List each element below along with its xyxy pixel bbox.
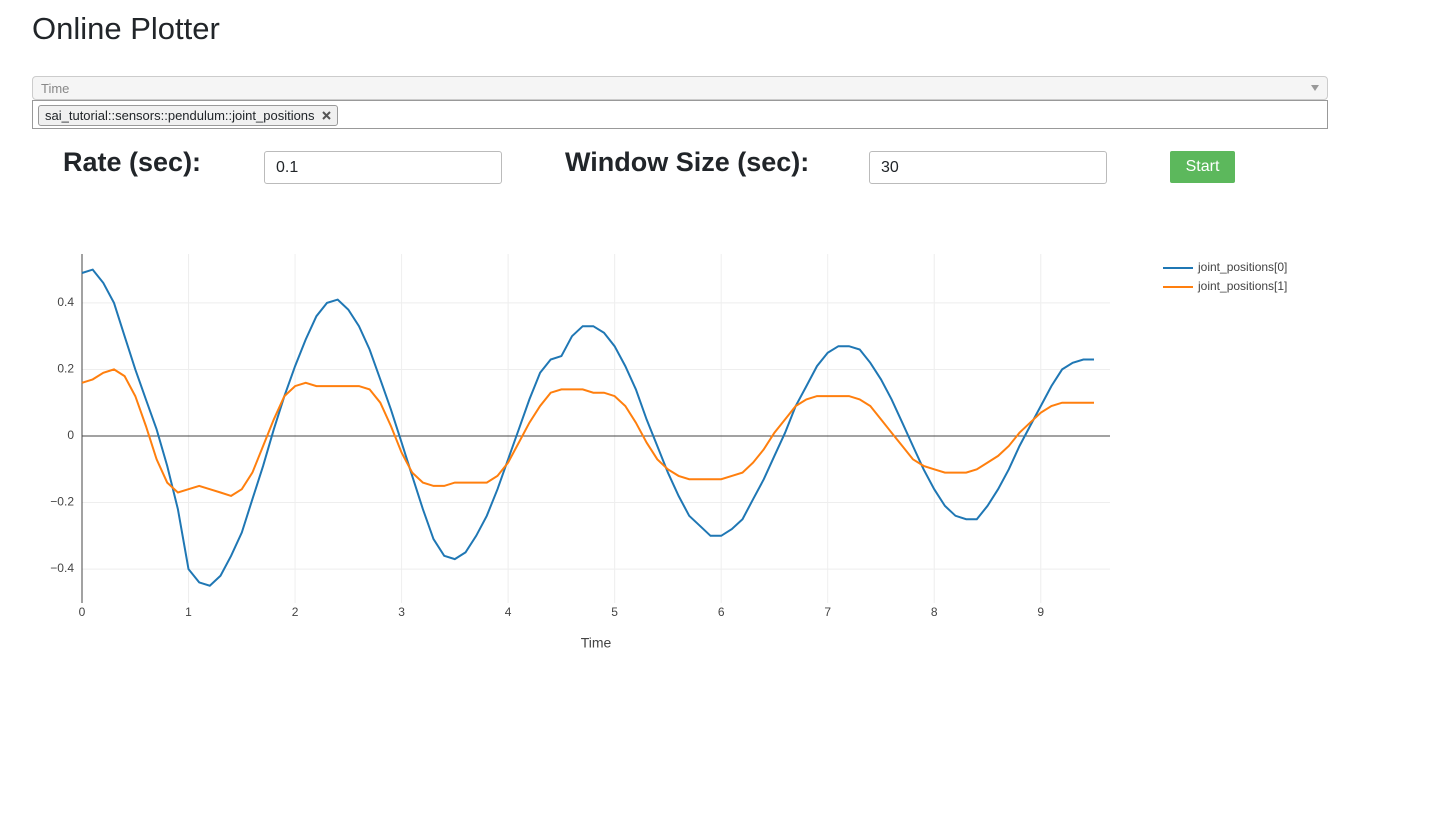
x-tick-label: 0 <box>79 605 86 619</box>
series-line <box>81 368 1094 497</box>
window-label: Window Size (sec): <box>565 147 810 177</box>
x-tick-label: 5 <box>611 605 618 619</box>
x-tick-label: 9 <box>1037 605 1044 619</box>
window-input[interactable]: 30 <box>869 151 1107 184</box>
x-selector[interactable]: Time <box>32 76 1328 100</box>
x-tick-label: 2 <box>292 605 299 619</box>
series-line <box>81 268 1094 587</box>
x-axis-title: Time <box>581 635 612 651</box>
chip-remove[interactable] <box>321 111 331 120</box>
x-tick-label: 1 <box>185 605 192 619</box>
y-tick-label: −0.4 <box>50 561 74 575</box>
start-button[interactable]: Start <box>1170 151 1235 183</box>
x-tick-label: 8 <box>931 605 938 619</box>
rate-label: Rate (sec): <box>63 147 202 177</box>
series-chip: sai_tutorial::sensors::pendulum::joint_p… <box>38 105 338 126</box>
y-tick-label: 0.2 <box>57 362 74 376</box>
x-tick-label: 4 <box>505 605 512 619</box>
series-selector[interactable]: sai_tutorial::sensors::pendulum::joint_p… <box>32 100 1328 129</box>
page-title: Online Plotter <box>32 11 220 46</box>
legend-label: joint_positions[0] <box>1197 260 1287 274</box>
x-placeholder: Time <box>41 81 70 96</box>
y-tick-label: −0.2 <box>50 495 74 509</box>
chart: 0 1 2 3 4 5 6 7 8 9 −0.4 −0.2 0 0.2 0.4 Time joint_posit… <box>50 254 1287 651</box>
y-tick-label: 0 <box>67 428 74 442</box>
rate-input[interactable]: 0.1 <box>264 151 502 184</box>
x-tick-label: 7 <box>824 605 831 619</box>
chip-label: sai_tutorial::sensors::pendulum::joint_p… <box>45 108 315 123</box>
legend-label: joint_positions[1] <box>1197 279 1287 293</box>
x-tick-label: 6 <box>718 605 725 619</box>
x-tick-label: 3 <box>398 605 405 619</box>
y-tick-label: 0.4 <box>57 295 74 309</box>
dropdown-arrow <box>1311 85 1319 91</box>
